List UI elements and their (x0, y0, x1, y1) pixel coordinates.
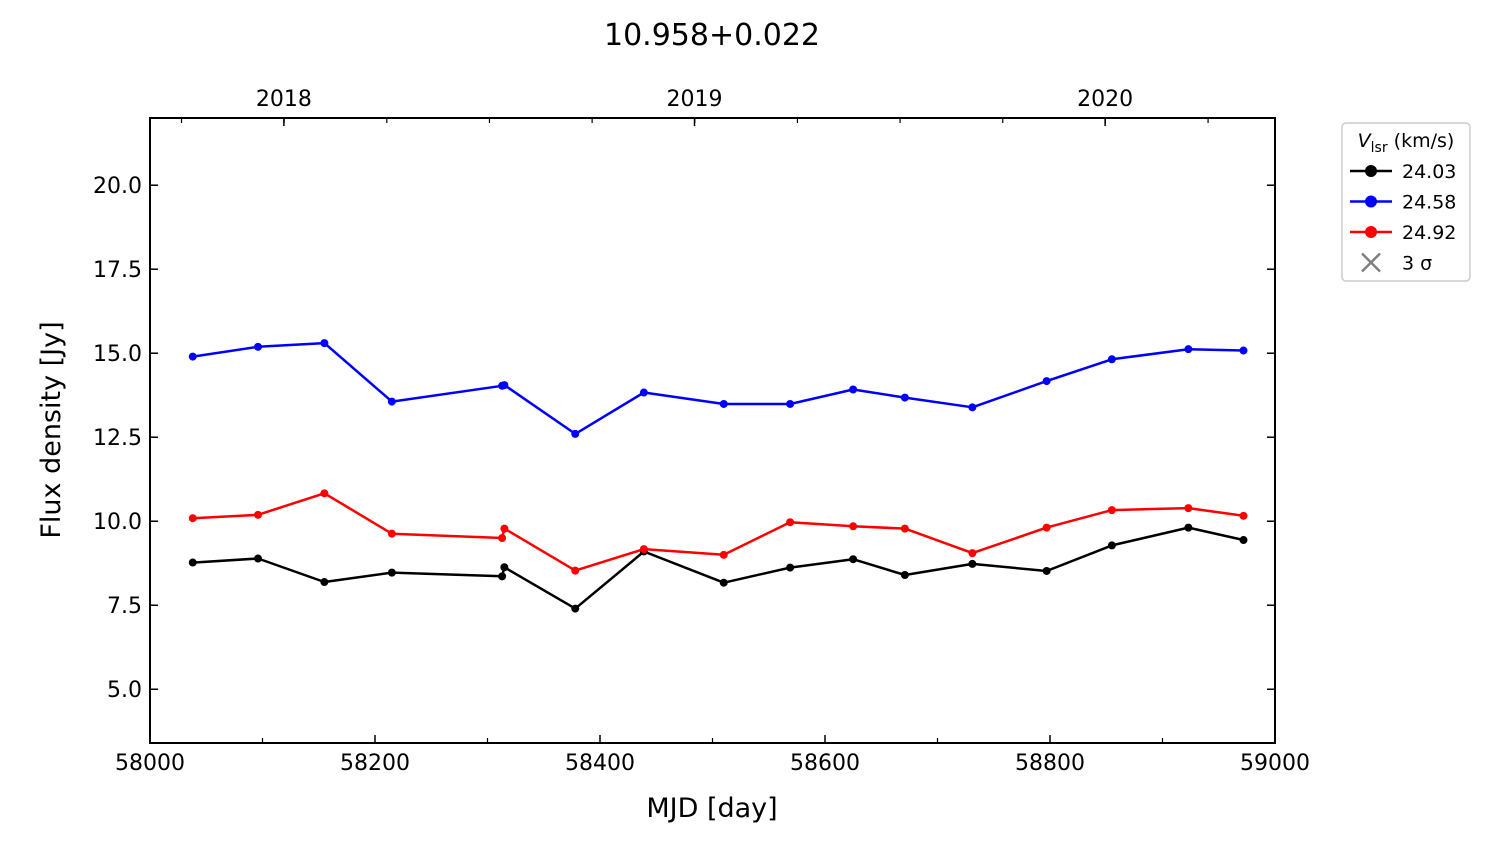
data-point (188, 352, 197, 361)
data-point (900, 570, 909, 579)
data-point (1239, 346, 1248, 355)
x-tick-label: 58400 (565, 751, 635, 776)
data-point (387, 529, 396, 538)
legend-entry-label: 24.03 (1402, 161, 1456, 183)
data-point (500, 381, 509, 390)
data-point (387, 568, 396, 577)
x-axis-label: MJD [day] (646, 793, 777, 824)
data-point (1042, 523, 1051, 532)
data-point (639, 388, 648, 397)
x-tick-label: 58200 (340, 751, 410, 776)
data-point (320, 489, 329, 498)
data-point (320, 339, 329, 348)
x-tick-label: 58000 (115, 751, 185, 776)
data-point (849, 522, 858, 531)
legend-sigma-marker (1361, 252, 1381, 273)
legend-marker (1365, 226, 1377, 238)
data-point (1107, 506, 1116, 515)
data-point (498, 572, 507, 581)
y-tick-label: 17.5 (93, 258, 142, 283)
legend-marker (1365, 165, 1377, 177)
data-point (786, 518, 795, 527)
data-point (1107, 541, 1116, 550)
data-point (188, 558, 197, 567)
data-point (719, 578, 728, 587)
data-point (387, 397, 396, 406)
data-point (1107, 355, 1116, 364)
y-axis-label: Flux density [Jy] (36, 321, 67, 538)
legend-marker (1365, 195, 1377, 208)
legend-entry-label: 24.58 (1402, 192, 1456, 214)
y-tick-label: 12.5 (93, 426, 142, 451)
data-point (968, 403, 977, 412)
data-point (1239, 511, 1248, 520)
data-point (719, 550, 728, 559)
top-year-label: 2020 (1077, 87, 1133, 112)
data-point (254, 342, 262, 351)
x-tick-label: 58600 (790, 751, 860, 776)
data-point (1184, 345, 1193, 354)
data-point (500, 563, 509, 572)
data-point (1239, 536, 1248, 545)
y-tick-label: 15.0 (93, 342, 142, 367)
data-point (571, 566, 580, 575)
data-point (1184, 523, 1193, 532)
data-point (719, 399, 728, 408)
series-line (192, 341, 1244, 436)
data-point (786, 563, 795, 572)
data-point (849, 385, 858, 394)
series-layer (188, 339, 1248, 613)
series-line (192, 492, 1244, 572)
data-point (900, 393, 909, 402)
x-tick-label: 58800 (1015, 751, 1085, 776)
legend-entry-label: 24.92 (1402, 222, 1456, 244)
data-point (1184, 504, 1193, 513)
y-tick-label: 10.0 (93, 510, 142, 535)
legend-sigma-label: 3 σ (1402, 253, 1432, 275)
legend-box (1341, 122, 1471, 282)
data-point (571, 604, 580, 613)
data-point (786, 399, 795, 408)
legend-title: Vlsr (km/s) (1358, 130, 1455, 156)
y-axis: 5.0 7.5 10.0 12.5 15.0 17.5 20.0 (93, 174, 1275, 703)
x-axis: 58000 58200 58400 58600 58800 59000 (115, 735, 1310, 776)
data-point (254, 554, 262, 563)
series-24-03 (188, 523, 1248, 613)
data-point (571, 429, 580, 438)
legend: Vlsr (km/s) 24.03 24.58 24.92 3 σ (1341, 122, 1471, 282)
series-line (192, 526, 1244, 610)
plot-frame (149, 117, 1276, 744)
chart-title: 10.958+0.022 (604, 18, 820, 53)
top-year-label: 2019 (667, 87, 723, 112)
data-point (254, 510, 262, 519)
top-year-axis: 2018 2019 2020 (180, 87, 1209, 126)
data-point (188, 514, 197, 523)
series-24-58 (188, 339, 1248, 438)
series-24-92 (188, 489, 1248, 575)
data-point (968, 559, 977, 568)
data-point (500, 524, 509, 533)
y-tick-label: 7.5 (107, 594, 142, 619)
data-point (968, 549, 977, 558)
data-point (849, 555, 858, 564)
top-year-label: 2018 (256, 87, 312, 112)
y-tick-label: 5.0 (107, 678, 142, 703)
plot-border (149, 117, 1276, 744)
data-point (498, 534, 507, 543)
data-point (1042, 377, 1051, 386)
x-tick-label: 59000 (1240, 751, 1310, 776)
y-tick-label: 20.0 (93, 174, 142, 199)
data-point (1042, 566, 1051, 575)
data-point (900, 524, 909, 533)
data-point (320, 578, 329, 587)
data-point (639, 545, 648, 554)
